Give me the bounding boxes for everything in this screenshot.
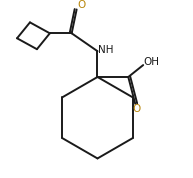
Text: O: O (132, 104, 140, 114)
Text: OH: OH (144, 56, 160, 67)
Text: NH: NH (98, 45, 114, 55)
Text: O: O (77, 1, 85, 11)
